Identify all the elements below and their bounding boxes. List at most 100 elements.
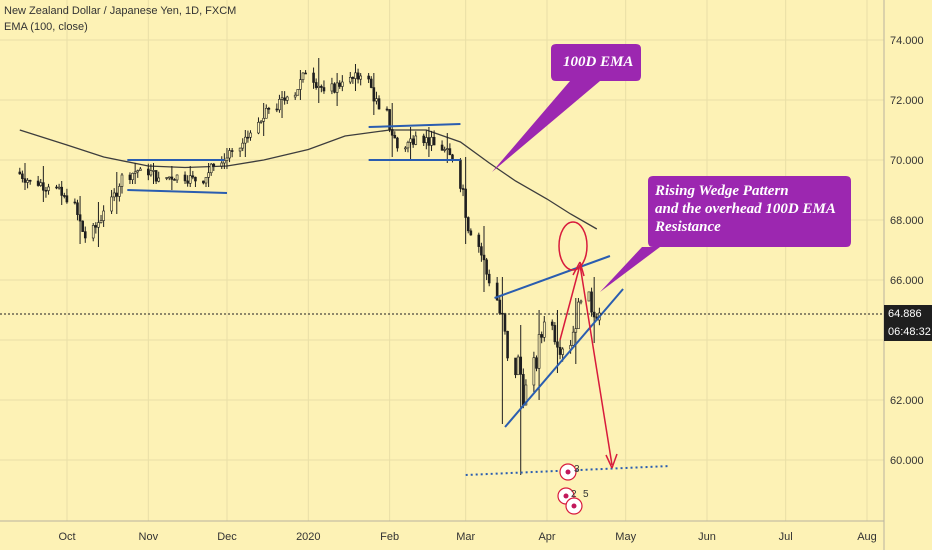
time-tick-label: Nov [139,531,159,543]
candle-body [535,357,538,369]
ema-polyline [19,129,598,230]
candle-body [220,162,224,167]
candle-body [262,117,265,122]
candle-body [147,168,150,176]
candle-body [577,301,580,329]
symbol-title[interactable]: New Zealand Dollar / Japanese Yen, 1D, F… [4,5,237,17]
candle-body [571,331,575,346]
wedge-callout-box[interactable] [600,176,851,292]
candle-body [36,180,40,186]
candle-body [487,273,491,284]
candle-body [485,259,488,275]
candle-body [44,189,48,192]
candle-body [503,313,507,332]
candle-body [21,173,24,179]
candle-body [173,179,176,181]
time-tick-label: Jul [779,531,793,543]
candle-body [275,108,279,111]
event-marker-3-count: 5 [583,489,589,500]
time-tick-label: Mar [456,531,475,543]
candle-body [480,246,483,256]
candle-body [285,96,289,101]
candle-body [23,178,27,183]
candle-body [47,186,50,191]
candle-body [537,334,541,369]
candle-body [26,179,29,183]
time-tick-label: 2020 [296,531,320,543]
indicator-label[interactable]: EMA (100, close) [4,21,88,33]
candle-body [341,81,344,87]
candle-body [579,300,583,303]
candle-body [133,171,137,174]
candle-body [550,321,554,326]
candle-body [183,174,187,182]
candle-body [136,170,140,173]
candle-body [73,201,77,204]
candle-body [299,79,302,90]
candle-body [65,195,69,203]
candle-body [422,135,426,144]
candle-body [390,129,394,136]
candle-body [267,107,271,110]
ema-callout-box[interactable] [492,44,641,172]
ema-100-line [19,129,598,230]
down-arrow-head [605,453,618,469]
candle-body [519,356,523,375]
candle-body [514,357,517,376]
candle-body [257,122,260,134]
candle-body [283,97,286,101]
grid [0,0,884,521]
time-tick-label: Dec [217,531,237,543]
candle-body [225,157,229,161]
candle-body [372,87,376,102]
candle-body [128,174,132,181]
candle-body [91,225,95,239]
candle-body [317,85,321,88]
candle-body [76,202,79,215]
candle-body [495,282,499,301]
down-arrow-line [579,264,613,466]
candle-body [99,220,103,223]
candle-body [264,107,268,119]
wedge-callout-line-1: Rising Wedge Pattern [655,183,789,199]
time-tick-label: Jun [698,531,716,543]
candle-body [157,177,161,182]
callout-shapes [492,44,851,292]
candle-body [154,170,158,182]
support-dotted-line [465,465,671,476]
candle-body [301,72,305,81]
candle-body [228,150,231,159]
candle-body [244,136,247,144]
candle-body [312,72,315,83]
candle-body [388,109,391,130]
candle-body [246,136,250,139]
candle-body [396,137,399,149]
candle-body [131,173,134,181]
candle-body [522,374,525,406]
candle-body [204,177,208,184]
candle-body [28,179,32,182]
candle-body [516,356,520,376]
candle-body [498,299,502,314]
candle-body [532,357,536,386]
candle-body [506,330,509,359]
candle-body [333,83,336,93]
candle-body [377,98,381,110]
candle-body [57,186,61,189]
candle-body [249,132,252,138]
candle-body [94,225,98,228]
candle-body [335,82,339,93]
axis-labels: 74.000 72.000 70.000 68.000 66.000 62.000 60.0… [58,35,923,543]
price-tick-label: 62.000 [890,395,924,407]
candle-body [461,188,465,190]
candle-body [202,180,205,184]
candle-body [464,188,467,218]
candle-body [587,291,591,302]
price-tick-label: 70.000 [890,155,924,167]
chart-legend: New Zealand Dollar / Japanese Yen, 1D, F… [4,3,236,35]
event-marker-2-dot [563,493,569,499]
candle-body [120,174,124,187]
candle-body [191,175,195,178]
candle-body [63,195,66,197]
